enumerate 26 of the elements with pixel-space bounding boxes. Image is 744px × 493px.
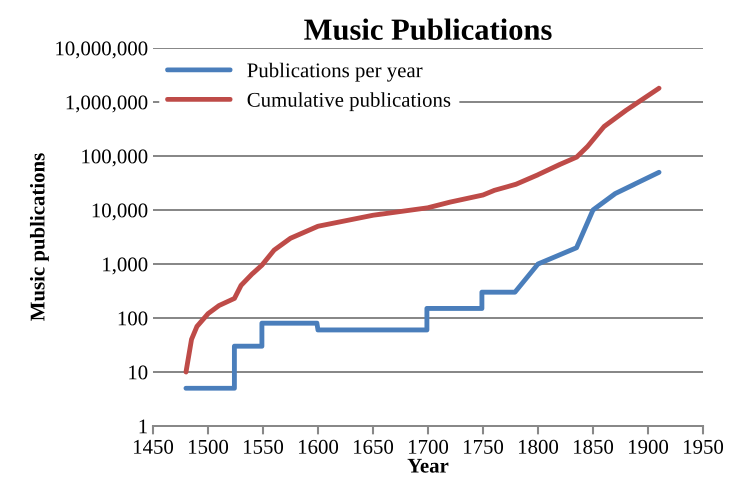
- y-axis-title: Music publications: [30, 153, 49, 321]
- y-tick-label: 10: [129, 365, 148, 380]
- y-tick-label: 1: [140, 419, 147, 434]
- y-tick-label: 10,000: [92, 203, 148, 220]
- x-tick-label: 1500: [189, 440, 228, 454]
- x-tick-label: 1550: [244, 440, 284, 454]
- line-series: [184, 170, 662, 391]
- x-tick-label: 1450: [134, 440, 174, 454]
- x-tick-label: 1600: [299, 440, 338, 454]
- x-tick-label: 1750: [464, 440, 504, 454]
- x-tick-label: 1800: [519, 440, 558, 454]
- y-tick-label: 10,000,000: [56, 41, 148, 58]
- y-tick-label: 100,000: [82, 149, 148, 166]
- x-tick-label: 1650: [354, 440, 394, 454]
- legend-label: Publications per year: [247, 62, 422, 82]
- x-tick-label: 1850: [574, 440, 614, 454]
- x-tick-label: 1950: [684, 440, 724, 454]
- x-tick-label: 1700: [409, 440, 448, 454]
- legend-label: Cumulative publications: [248, 92, 450, 112]
- line-series: [184, 86, 662, 374]
- x-axis-title: Year: [408, 458, 448, 473]
- y-tick-label: 100: [118, 311, 148, 326]
- chart-title: Music Publications: [304, 18, 552, 40]
- x-tick-label: 1900: [629, 440, 668, 454]
- y-tick-label: 1,000,000: [66, 95, 148, 112]
- y-tick-label: 1,000: [103, 257, 148, 274]
